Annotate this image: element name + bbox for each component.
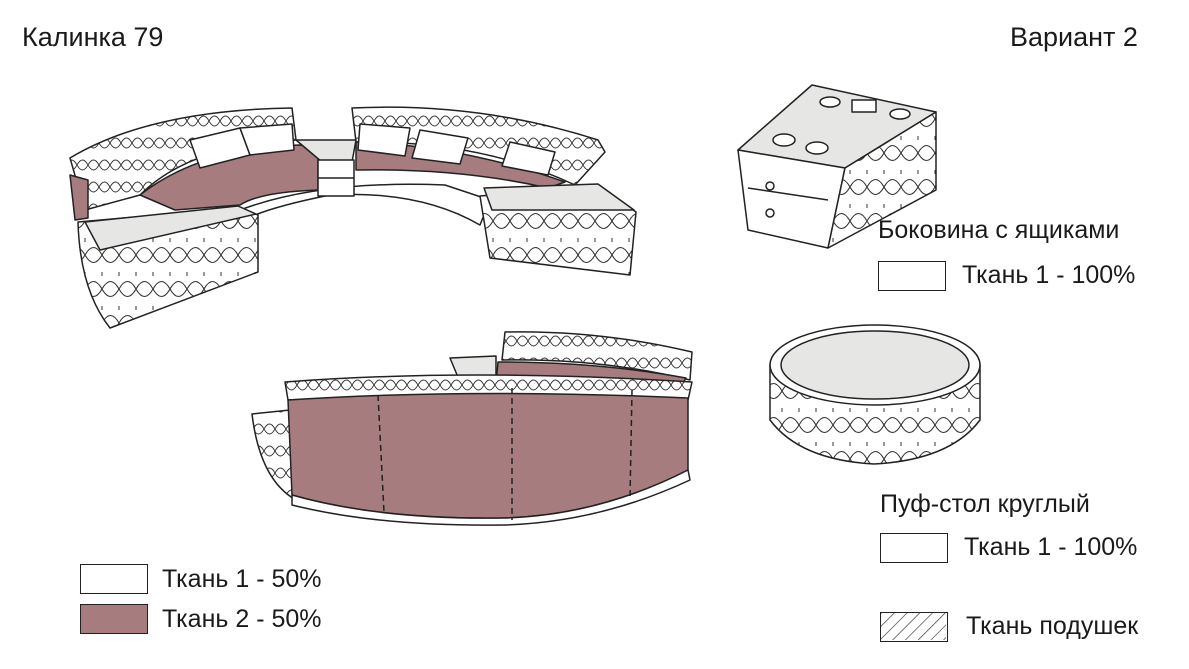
cushion-fabric-swatch — [880, 612, 948, 642]
fabric-1-label: Ткань 1 - 50% — [162, 565, 322, 593]
hatch-pattern-icon — [881, 613, 946, 640]
fabric-2-label: Ткань 2 - 50% — [162, 605, 322, 633]
pouf-fabric-label: Ткань 1 - 100% — [964, 533, 1138, 561]
side-module-illustration — [737, 84, 937, 249]
side-module-title: Боковина с ящиками — [878, 216, 1120, 244]
pouf-title: Пуф-стол круглый — [880, 490, 1090, 518]
cushion-fabric-label: Ткань подушек — [966, 612, 1139, 640]
sofa-front-view — [69, 106, 637, 329]
side-module-fabric-label: Ткань 1 - 100% — [962, 261, 1136, 289]
pouf-fabric-swatch — [880, 533, 948, 563]
fabric-1-swatch — [80, 564, 148, 594]
model-title: Калинка 79 — [22, 22, 164, 52]
sofa-rear-view — [251, 331, 693, 526]
fabric-2-swatch — [80, 604, 148, 634]
side-module-fabric-swatch — [878, 261, 946, 291]
variant-label: Вариант 2 — [1010, 22, 1138, 52]
round-pouf-illustration — [769, 324, 981, 465]
